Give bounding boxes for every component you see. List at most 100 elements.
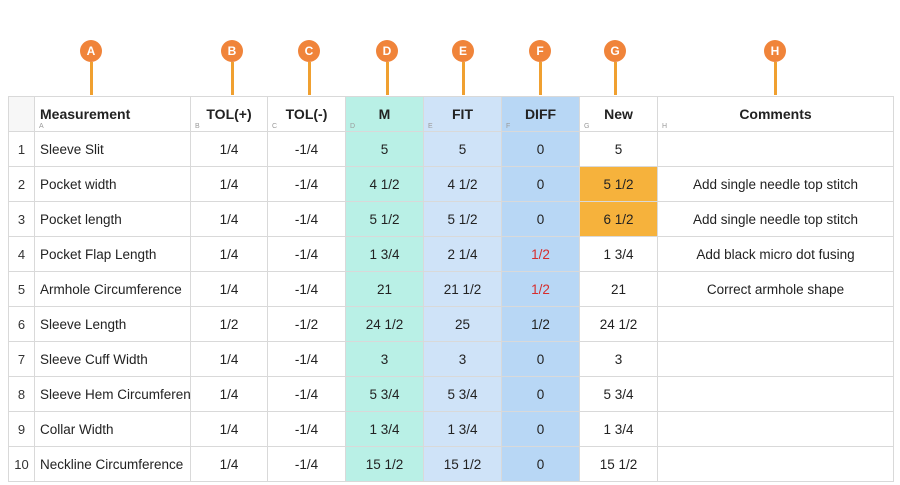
row-number[interactable]: 6 bbox=[8, 306, 35, 342]
cell-measurement[interactable]: Sleeve Length bbox=[34, 306, 191, 342]
cell-fit[interactable]: 5 bbox=[423, 131, 502, 167]
cell-measurement[interactable]: Neckline Circumference bbox=[34, 446, 191, 482]
cell-m[interactable]: 3 bbox=[345, 341, 424, 377]
cell-diff[interactable]: 0 bbox=[501, 341, 580, 377]
cell-measurement[interactable]: Armhole Circumference bbox=[34, 271, 191, 307]
cell-tol-minus[interactable]: -1/4 bbox=[267, 341, 346, 377]
cell-new[interactable]: 5 3/4 bbox=[579, 376, 658, 412]
cell-new[interactable]: 15 1/2 bbox=[579, 446, 658, 482]
cell-tol-minus[interactable]: -1/4 bbox=[267, 166, 346, 202]
cell-measurement[interactable]: Pocket width bbox=[34, 166, 191, 202]
row-number[interactable]: 3 bbox=[8, 201, 35, 237]
cell-tol-plus[interactable]: 1/4 bbox=[190, 271, 268, 307]
cell-m[interactable]: 4 1/2 bbox=[345, 166, 424, 202]
cell-comments[interactable]: Add single needle top stitch bbox=[657, 201, 894, 237]
cell-new[interactable]: 5 bbox=[579, 131, 658, 167]
column-header-measurement[interactable]: Measurement A bbox=[34, 96, 191, 132]
cell-tol-plus[interactable]: 1/4 bbox=[190, 341, 268, 377]
cell-measurement[interactable]: Sleeve Cuff Width bbox=[34, 341, 191, 377]
cell-tol-plus[interactable]: 1/4 bbox=[190, 376, 268, 412]
row-number[interactable]: 5 bbox=[8, 271, 35, 307]
cell-comments[interactable]: Add black micro dot fusing bbox=[657, 236, 894, 272]
cell-diff[interactable]: 0 bbox=[501, 376, 580, 412]
column-header-fit[interactable]: FIT E bbox=[423, 96, 502, 132]
cell-comments[interactable] bbox=[657, 446, 894, 482]
cell-measurement[interactable]: Sleeve Hem Circumference bbox=[34, 376, 191, 412]
cell-m[interactable]: 24 1/2 bbox=[345, 306, 424, 342]
cell-tol-minus[interactable]: -1/4 bbox=[267, 446, 346, 482]
cell-comments[interactable] bbox=[657, 411, 894, 447]
cell-m[interactable]: 21 bbox=[345, 271, 424, 307]
row-number[interactable]: 2 bbox=[8, 166, 35, 202]
cell-measurement[interactable]: Collar Width bbox=[34, 411, 191, 447]
cell-measurement[interactable]: Pocket Flap Length bbox=[34, 236, 191, 272]
cell-diff-alert[interactable]: 1/2 bbox=[501, 236, 580, 272]
cell-fit[interactable]: 1 3/4 bbox=[423, 411, 502, 447]
cell-comments[interactable]: Add single needle top stitch bbox=[657, 166, 894, 202]
cell-tol-plus[interactable]: 1/4 bbox=[190, 201, 268, 237]
cell-tol-minus[interactable]: -1/4 bbox=[267, 201, 346, 237]
column-header-diff[interactable]: DIFF F bbox=[501, 96, 580, 132]
cell-comments[interactable] bbox=[657, 376, 894, 412]
cell-new-highlighted[interactable]: 5 1/2 bbox=[579, 166, 658, 202]
cell-fit[interactable]: 5 1/2 bbox=[423, 201, 502, 237]
select-all-corner[interactable] bbox=[8, 96, 35, 132]
column-header-tol-plus[interactable]: TOL(+) B bbox=[190, 96, 268, 132]
cell-comments[interactable] bbox=[657, 306, 894, 342]
cell-fit[interactable]: 25 bbox=[423, 306, 502, 342]
cell-new-highlighted[interactable]: 6 1/2 bbox=[579, 201, 658, 237]
row-number[interactable]: 1 bbox=[8, 131, 35, 167]
cell-fit[interactable]: 15 1/2 bbox=[423, 446, 502, 482]
row-number[interactable]: 9 bbox=[8, 411, 35, 447]
cell-diff[interactable]: 0 bbox=[501, 166, 580, 202]
cell-diff[interactable]: 0 bbox=[501, 411, 580, 447]
cell-tol-minus[interactable]: -1/4 bbox=[267, 236, 346, 272]
cell-m[interactable]: 15 1/2 bbox=[345, 446, 424, 482]
cell-tol-minus[interactable]: -1/4 bbox=[267, 411, 346, 447]
cell-diff[interactable]: 1/2 bbox=[501, 306, 580, 342]
cell-m[interactable]: 5 1/2 bbox=[345, 201, 424, 237]
cell-diff[interactable]: 0 bbox=[501, 131, 580, 167]
cell-diff-alert[interactable]: 1/2 bbox=[501, 271, 580, 307]
cell-comments[interactable] bbox=[657, 131, 894, 167]
row-number[interactable]: 4 bbox=[8, 236, 35, 272]
cell-fit[interactable]: 3 bbox=[423, 341, 502, 377]
cell-tol-minus[interactable]: -1/4 bbox=[267, 131, 346, 167]
cell-tol-plus[interactable]: 1/4 bbox=[190, 411, 268, 447]
cell-fit[interactable]: 2 1/4 bbox=[423, 236, 502, 272]
row-number[interactable]: 10 bbox=[8, 446, 35, 482]
cell-diff[interactable]: 0 bbox=[501, 201, 580, 237]
cell-diff[interactable]: 0 bbox=[501, 446, 580, 482]
cell-comments[interactable]: Correct armhole shape bbox=[657, 271, 894, 307]
cell-fit[interactable]: 4 1/2 bbox=[423, 166, 502, 202]
cell-m[interactable]: 5 3/4 bbox=[345, 376, 424, 412]
cell-tol-minus[interactable]: -1/4 bbox=[267, 271, 346, 307]
cell-m[interactable]: 1 3/4 bbox=[345, 236, 424, 272]
cell-new[interactable]: 3 bbox=[579, 341, 658, 377]
cell-comments[interactable] bbox=[657, 341, 894, 377]
column-header-comments[interactable]: Comments H bbox=[657, 96, 894, 132]
cell-m[interactable]: 1 3/4 bbox=[345, 411, 424, 447]
row-number[interactable]: 7 bbox=[8, 341, 35, 377]
cell-tol-plus[interactable]: 1/4 bbox=[190, 166, 268, 202]
cell-tol-plus[interactable]: 1/4 bbox=[190, 236, 268, 272]
cell-m[interactable]: 5 bbox=[345, 131, 424, 167]
cell-new[interactable]: 24 1/2 bbox=[579, 306, 658, 342]
column-header-new[interactable]: New G bbox=[579, 96, 658, 132]
cell-tol-plus[interactable]: 1/4 bbox=[190, 131, 268, 167]
cell-fit[interactable]: 5 3/4 bbox=[423, 376, 502, 412]
table-row: 8 Sleeve Hem Circumference 1/4 -1/4 5 3/… bbox=[8, 376, 894, 412]
cell-measurement[interactable]: Sleeve Slit bbox=[34, 131, 191, 167]
cell-fit[interactable]: 21 1/2 bbox=[423, 271, 502, 307]
cell-measurement[interactable]: Pocket length bbox=[34, 201, 191, 237]
cell-tol-plus[interactable]: 1/2 bbox=[190, 306, 268, 342]
cell-new[interactable]: 1 3/4 bbox=[579, 236, 658, 272]
cell-tol-minus[interactable]: -1/2 bbox=[267, 306, 346, 342]
cell-new[interactable]: 1 3/4 bbox=[579, 411, 658, 447]
cell-tol-plus[interactable]: 1/4 bbox=[190, 446, 268, 482]
row-number[interactable]: 8 bbox=[8, 376, 35, 412]
column-header-tol-minus[interactable]: TOL(-) C bbox=[267, 96, 346, 132]
cell-tol-minus[interactable]: -1/4 bbox=[267, 376, 346, 412]
cell-new[interactable]: 21 bbox=[579, 271, 658, 307]
